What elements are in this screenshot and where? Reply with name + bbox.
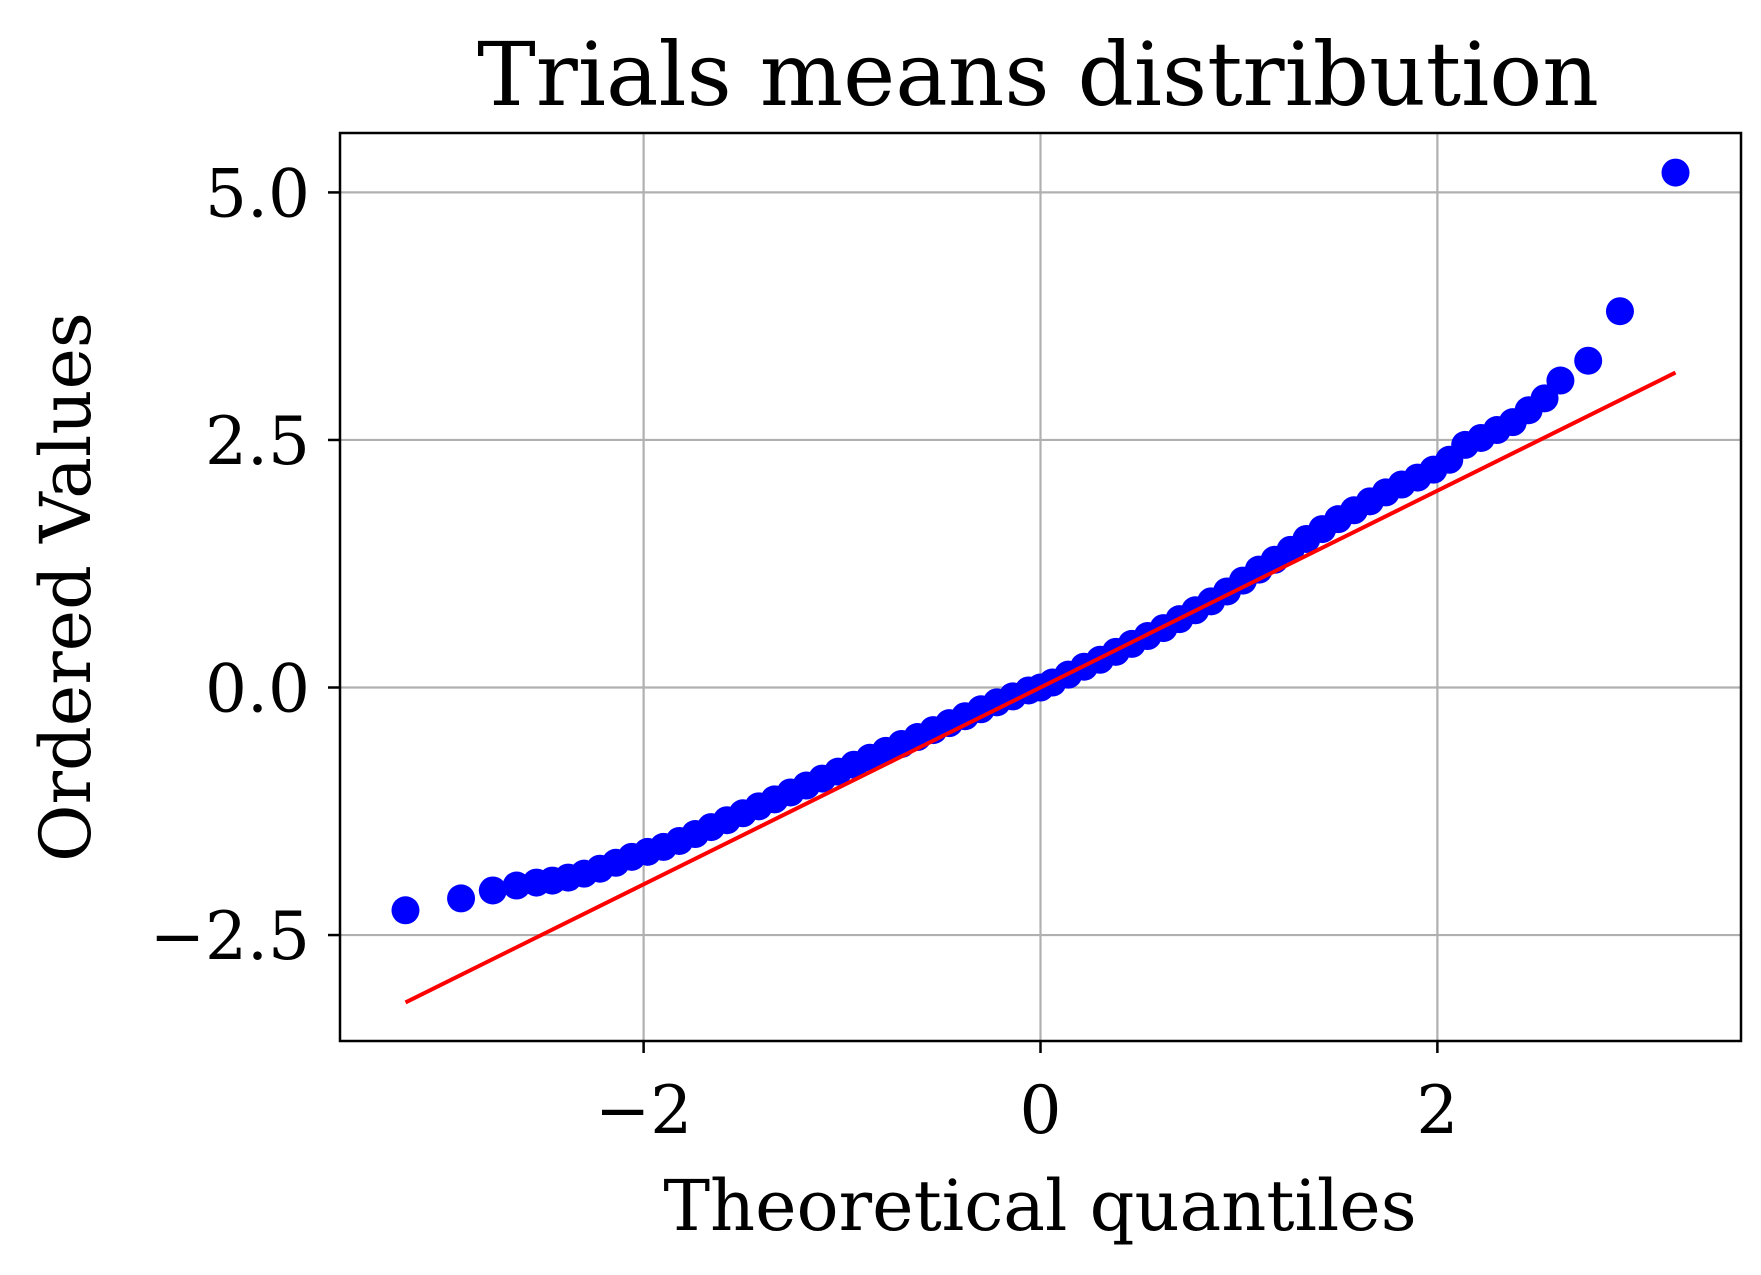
data-point (391, 896, 420, 925)
fit-line (404, 370, 1677, 1005)
y-axis-label: Ordered Values (25, 312, 107, 862)
x-tick-label: −2 (595, 1072, 692, 1149)
data-point (1605, 297, 1634, 326)
x-axis-label: Theoretical quantiles (663, 1165, 1416, 1247)
fit-line-layer (404, 370, 1677, 1005)
data-point (1574, 346, 1603, 375)
x-tick-label: 0 (1020, 1072, 1062, 1149)
y-tick-label: 5.0 (205, 155, 310, 232)
data-point (1546, 366, 1575, 395)
grid-lines (340, 133, 1741, 1041)
y-tick-labels: −2.5 0.0 2.5 5.0 (150, 155, 310, 975)
y-tick-label: 2.5 (205, 403, 310, 480)
x-tick-labels: −2 0 2 (595, 1072, 1458, 1149)
chart-title: Trials means distribution (477, 23, 1599, 126)
data-point (447, 884, 476, 913)
y-tick-label: −2.5 (150, 898, 310, 975)
data-point (478, 876, 507, 905)
data-point (1661, 158, 1690, 187)
x-tick-label: 2 (1416, 1072, 1458, 1149)
y-tick-label: 0.0 (205, 651, 310, 728)
axis-ticks (328, 191, 1439, 1053)
